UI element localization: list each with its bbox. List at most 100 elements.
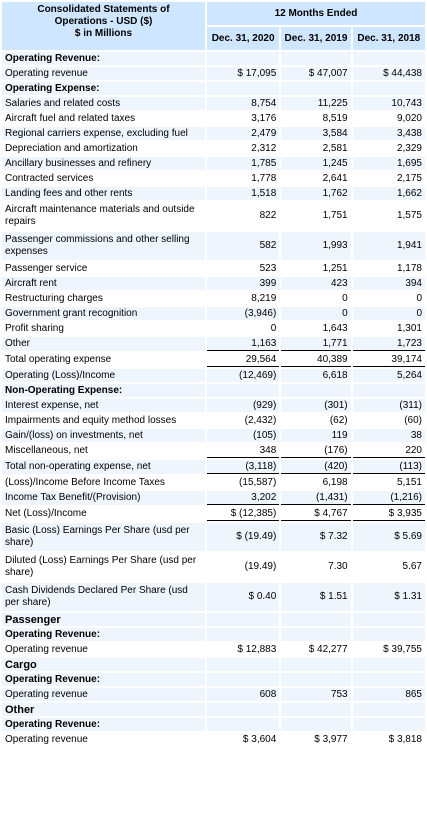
row-value-2020: (2,432): [206, 414, 280, 427]
table-row: Passenger service 523 1,251 1,178: [2, 262, 425, 275]
row-value-2020: [206, 718, 280, 731]
row-value-2019: 11,225: [281, 97, 351, 110]
row-value-2018: $ 3,818: [352, 733, 425, 746]
row-value-2020: [206, 82, 280, 95]
row-value-2019: 7.30: [281, 553, 351, 581]
row-value-2020: 8,219: [206, 292, 280, 305]
row-value-2020: 608: [206, 688, 280, 701]
row-value-2018: $ 5.69: [352, 523, 425, 551]
row-value-2019: $ 7.32: [281, 523, 351, 551]
table-row: Gain/(loss) on investments, net (105) 119 3…: [2, 429, 425, 442]
row-value-2018: [352, 52, 425, 65]
row-value-2019: [281, 703, 351, 716]
title-line-3: $ in Millions: [74, 28, 133, 39]
row-value-2019: (420): [281, 460, 351, 474]
row-value-2020: 822: [206, 202, 280, 230]
row-value-2018: [352, 718, 425, 731]
row-value-2020: (15,587): [206, 476, 280, 489]
row-label: Operating revenue: [2, 733, 205, 746]
table-row: Depreciation and amortization 2,312 2,581 2…: [2, 142, 425, 155]
table-row: Impairments and equity method losses (2,4…: [2, 414, 425, 427]
row-value-2019: 6,618: [281, 369, 351, 382]
row-label: Aircraft rent: [2, 277, 205, 290]
row-value-2020: 348: [206, 444, 280, 458]
table-row: Operating Revenue:: [2, 628, 425, 641]
row-value-2019: 753: [281, 688, 351, 701]
table-row: Operating Revenue:: [2, 718, 425, 731]
row-value-2020: (12,469): [206, 369, 280, 382]
row-label: Impairments and equity method losses: [2, 414, 205, 427]
row-value-2020: $ 17,095: [206, 67, 280, 80]
row-value-2018: 0: [352, 292, 425, 305]
table-row: Net (Loss)/Income $ (12,385) $ 4,767 $ 3,93…: [2, 507, 425, 521]
row-label: Operating (Loss)/Income: [2, 369, 205, 382]
row-label: Non-Operating Expense:: [2, 384, 205, 397]
row-value-2018: $ 1.31: [352, 583, 425, 611]
table-row: Non-Operating Expense:: [2, 384, 425, 397]
row-value-2020: (105): [206, 429, 280, 442]
row-value-2018: 2,175: [352, 172, 425, 185]
row-value-2018: [352, 628, 425, 641]
row-label: Aircraft maintenance materials and outsi…: [2, 202, 205, 230]
row-label: Operating Revenue:: [2, 628, 205, 641]
table-row: Salaries and related costs 8,754 11,225 10,…: [2, 97, 425, 110]
row-value-2019: 1,251: [281, 262, 351, 275]
row-value-2019: 119: [281, 429, 351, 442]
row-label: Cash Dividends Declared Per Share (usd p…: [2, 583, 205, 611]
row-label: Basic (Loss) Earnings Per Share (usd per…: [2, 523, 205, 551]
title-line-1: Consolidated Statements of: [37, 4, 170, 15]
row-value-2018: 0: [352, 307, 425, 320]
row-value-2018: 3,438: [352, 127, 425, 140]
row-label: Passenger: [2, 613, 205, 626]
row-value-2019: 0: [281, 307, 351, 320]
row-label: Other: [2, 703, 205, 716]
table-row: Interest expense, net (929) (301) (311): [2, 399, 425, 412]
row-value-2018: $ 3,935: [352, 507, 425, 521]
table-row: Miscellaneous, net 348 (176) 220: [2, 444, 425, 458]
row-value-2020: 29,564: [206, 353, 280, 367]
row-label: Contracted services: [2, 172, 205, 185]
row-value-2019: (301): [281, 399, 351, 412]
row-value-2018: 865: [352, 688, 425, 701]
row-value-2020: [206, 384, 280, 397]
table-row: Passenger commissions and other selling …: [2, 232, 425, 260]
row-value-2018: 5,151: [352, 476, 425, 489]
table-row: Regional carriers expense, excluding fue…: [2, 127, 425, 140]
row-value-2019: [281, 718, 351, 731]
row-value-2018: 220: [352, 444, 425, 458]
row-value-2019: [281, 673, 351, 686]
table-row: Profit sharing 0 1,643 1,301: [2, 322, 425, 335]
row-value-2019: 1,245: [281, 157, 351, 170]
row-label: Regional carriers expense, excluding fue…: [2, 127, 205, 140]
table-row: Government grant recognition (3,946) 0 0: [2, 307, 425, 320]
row-value-2020: (3,118): [206, 460, 280, 474]
table-row: Income Tax Benefit/(Provision) 3,202 (1,43…: [2, 491, 425, 505]
table-row: Total non-operating expense, net (3,118)(…: [2, 460, 425, 474]
table-row: Cargo: [2, 658, 425, 671]
row-label: Diluted (Loss) Earnings Per Share (usd p…: [2, 553, 205, 581]
table-row: Operating Expense:: [2, 82, 425, 95]
row-value-2019: 1,643: [281, 322, 351, 335]
row-value-2020: 399: [206, 277, 280, 290]
table-row: Other 1,163 1,771 1,723: [2, 337, 425, 351]
row-label: Net (Loss)/Income: [2, 507, 205, 521]
row-value-2020: 523: [206, 262, 280, 275]
row-value-2019: 2,641: [281, 172, 351, 185]
row-value-2020: 582: [206, 232, 280, 260]
table-row: Ancillary businesses and refinery 1,785 1,…: [2, 157, 425, 170]
row-value-2019: 40,389: [281, 353, 351, 367]
row-label: Landing fees and other rents: [2, 187, 205, 200]
row-value-2018: 1,301: [352, 322, 425, 335]
row-value-2018: 1,662: [352, 187, 425, 200]
row-value-2018: (1,216): [352, 491, 425, 505]
table-title: Consolidated Statements of Operations - …: [2, 2, 205, 50]
row-value-2018: [352, 384, 425, 397]
row-value-2019: 423: [281, 277, 351, 290]
table-row: Landing fees and other rents 1,518 1,762 1,…: [2, 187, 425, 200]
row-value-2019: 3,584: [281, 127, 351, 140]
row-value-2018: [352, 658, 425, 671]
row-value-2020: [206, 52, 280, 65]
row-value-2020: 3,176: [206, 112, 280, 125]
row-label: Ancillary businesses and refinery: [2, 157, 205, 170]
row-label: Income Tax Benefit/(Provision): [2, 491, 205, 505]
